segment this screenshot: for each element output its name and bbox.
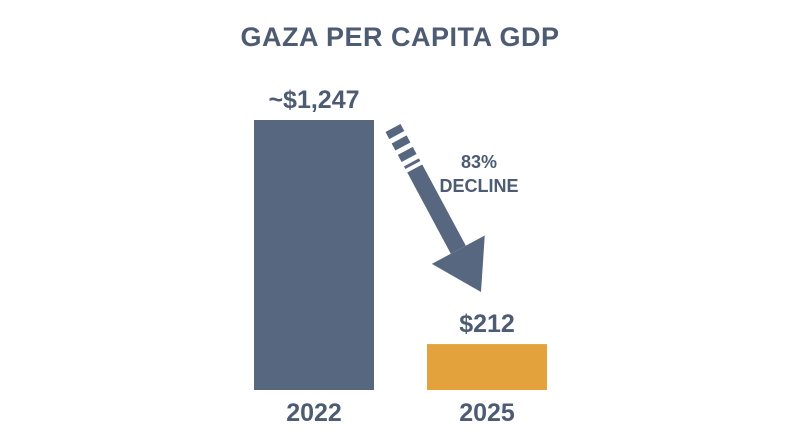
annotation-line-2: DECLINE	[439, 176, 518, 196]
bar-2025	[427, 344, 547, 390]
annotation-line-1: 83%	[461, 152, 497, 172]
arrow-shaft	[407, 164, 466, 254]
category-label-2022: 2022	[286, 399, 342, 427]
data-label-2022: ~$1,247	[268, 86, 359, 114]
arrow-dashed-tail	[385, 123, 421, 170]
chart-title: GAZA PER CAPITA GDP	[240, 22, 560, 52]
data-label-2025: $212	[459, 310, 515, 338]
category-label-2025: 2025	[459, 399, 515, 427]
bar-2022	[254, 120, 374, 390]
arrow-head	[431, 235, 485, 292]
